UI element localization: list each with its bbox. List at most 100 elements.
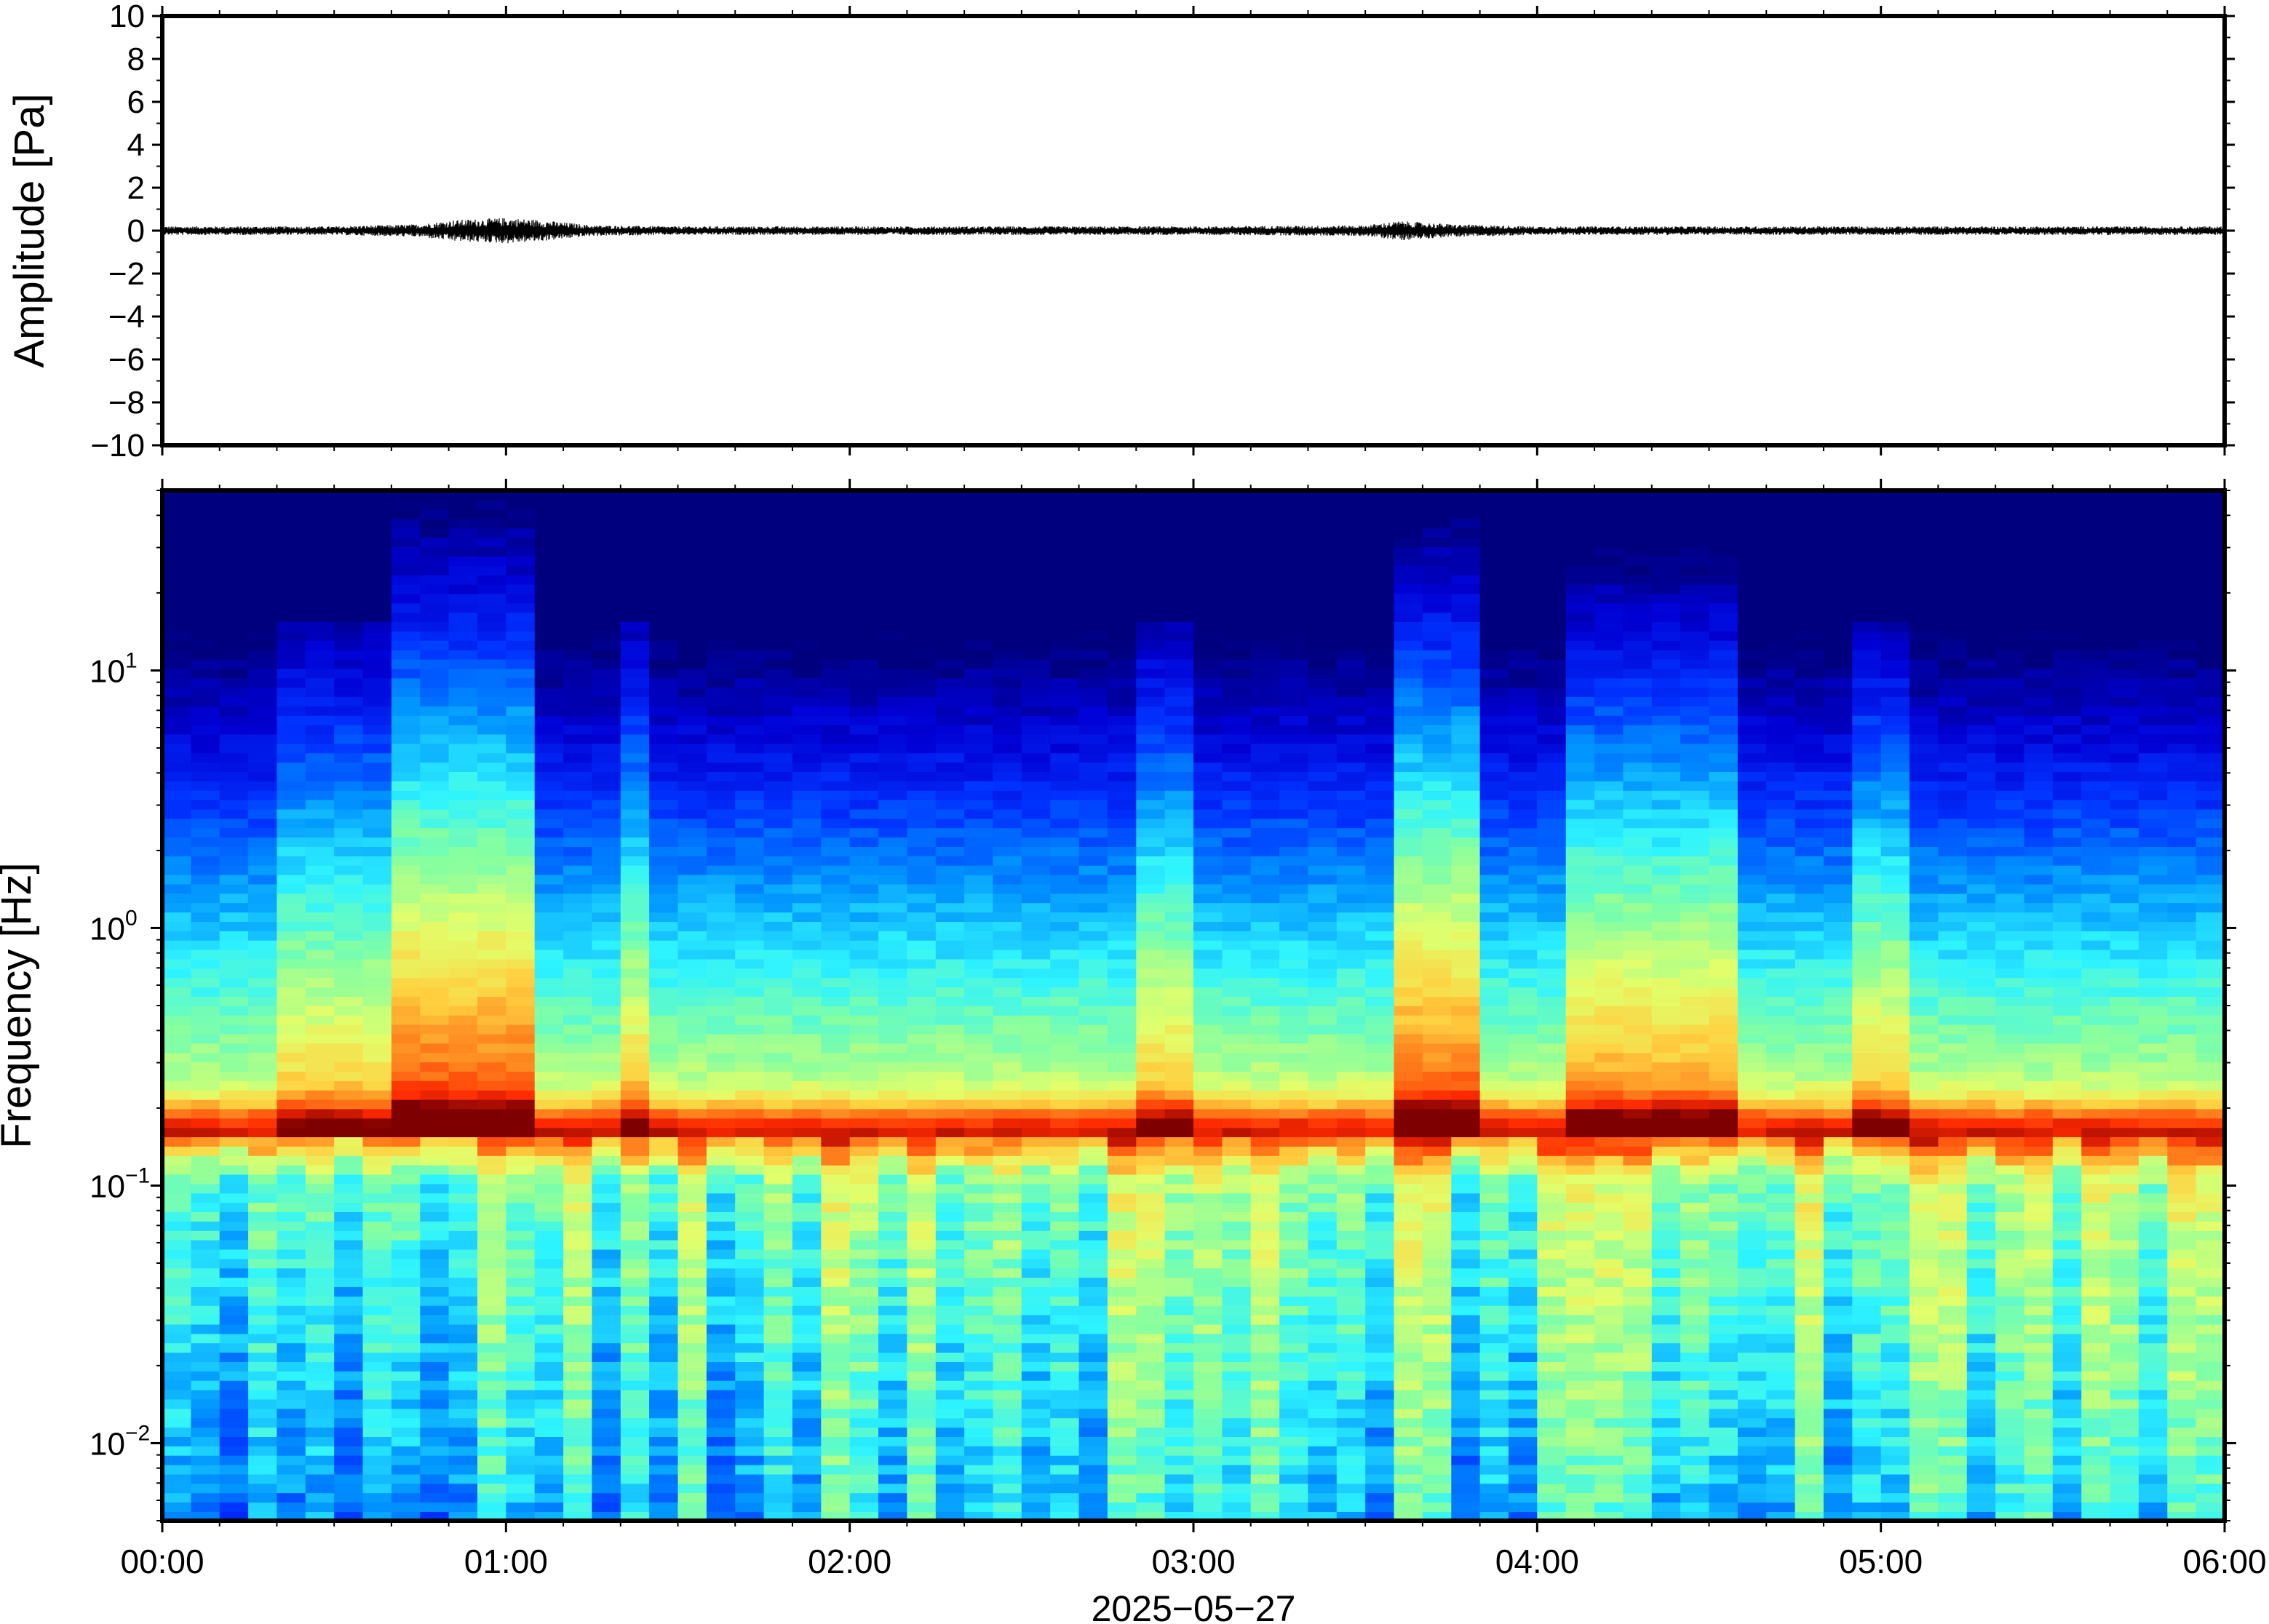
- spectrogram-cell: [1050, 771, 1080, 781]
- spectrogram-cell: [620, 752, 650, 763]
- spectrogram-cell: [821, 1502, 851, 1512]
- spectrogram-cell: [305, 631, 335, 641]
- spectrogram-cell: [1050, 706, 1080, 716]
- spectrogram-cell: [477, 752, 507, 763]
- spectrogram-cell: [420, 537, 450, 548]
- spectrogram-cell: [706, 1398, 736, 1409]
- spectrogram-cell: [763, 668, 793, 679]
- spectrogram-cell: [1078, 781, 1108, 791]
- spectrogram-cell: [706, 706, 736, 716]
- spectrogram-cell: [1365, 1155, 1395, 1166]
- spectrogram-cell: [1136, 1352, 1166, 1362]
- spectrogram-cell: [1394, 743, 1423, 754]
- spectrogram-cell: [735, 743, 765, 754]
- spectrogram-cell: [534, 1249, 564, 1259]
- spectrogram-cell: [1308, 1230, 1338, 1241]
- spectrogram-cell: [620, 1286, 650, 1297]
- spectrogram-cell: [1164, 1286, 1194, 1297]
- spectrogram-cell: [1279, 733, 1309, 744]
- spectrogram-cell: [277, 781, 306, 791]
- spectrogram-cell: [277, 968, 306, 979]
- spectrogram-cell: [219, 602, 249, 613]
- spectrogram-cell: [993, 668, 1022, 679]
- spectrogram-cell: [907, 977, 937, 988]
- spectrogram-cell: [563, 1371, 593, 1381]
- spectrogram-cell: [277, 1230, 306, 1241]
- spectrogram-cell: [1107, 1193, 1137, 1203]
- spectrogram-cell: [935, 1249, 965, 1259]
- spectrogram-cell: [993, 1277, 1022, 1287]
- spectrogram-cell: [277, 789, 306, 800]
- spectrogram-cell: [964, 912, 994, 922]
- spectrogram-cell: [849, 856, 879, 866]
- spectrogram-cell: [1222, 528, 1252, 538]
- spectrogram-cell: [1164, 837, 1194, 847]
- spectrogram-cell: [563, 996, 593, 1006]
- spectrogram-cell: [878, 1314, 908, 1325]
- spectrogram-cell: [878, 799, 908, 810]
- spectrogram-cell: [1078, 1361, 1108, 1372]
- spectrogram-cell: [1193, 1464, 1223, 1475]
- spectrogram-cell: [334, 1380, 364, 1390]
- spectrogram-cell: [1394, 1267, 1423, 1278]
- spectrogram-cell: [1365, 1389, 1395, 1400]
- spectrogram-cell: [1394, 1502, 1423, 1512]
- spectrogram-cell: [592, 1258, 621, 1269]
- spectrogram-cell: [964, 1511, 994, 1521]
- spectrogram-cell: [878, 1380, 908, 1390]
- spectrogram-cell: [735, 874, 765, 885]
- spectrogram-cell: [706, 1277, 736, 1287]
- spectrogram-cell: [162, 1389, 192, 1400]
- spectrogram-cell: [1193, 696, 1223, 706]
- spectrogram-cell: [391, 1062, 421, 1072]
- spectrogram-cell: [277, 977, 306, 988]
- spectrogram-cell: [1107, 1024, 1137, 1035]
- spectrogram-cell: [649, 921, 679, 931]
- spectrogram-cell: [448, 724, 478, 735]
- spectrogram-cell: [277, 1211, 306, 1222]
- spectrogram-cell: [706, 1389, 736, 1400]
- spectrogram-cell: [191, 1137, 220, 1147]
- spectrogram-cell: [792, 658, 822, 669]
- spectrogram-cell: [420, 509, 450, 520]
- spectrogram-cell: [219, 1389, 249, 1400]
- spectrogram-cell: [563, 977, 593, 988]
- spectrogram-cell: [1394, 827, 1423, 838]
- spectrogram-cell: [763, 931, 793, 941]
- spectrogram-cell: [592, 781, 621, 791]
- spectrogram-cell: [1193, 1127, 1223, 1137]
- spectrogram-cell: [592, 837, 621, 847]
- spectrogram-cell: [391, 1408, 421, 1419]
- spectrogram-cell: [620, 771, 650, 781]
- spectrogram-cell: [1308, 1099, 1338, 1110]
- spectrogram-cell: [993, 715, 1022, 725]
- spectrogram-cell: [1107, 1483, 1137, 1494]
- spectrogram-cell: [620, 856, 650, 866]
- spectrogram-cell: [1250, 1511, 1280, 1521]
- spectrogram-cell: [162, 640, 192, 650]
- spectrogram-cell: [792, 1492, 822, 1503]
- spectrogram-cell: [1336, 1127, 1366, 1137]
- spectrogram-cell: [849, 1473, 879, 1484]
- spectrogram-cell: [735, 687, 765, 697]
- spectrogram-cell: [1107, 1033, 1137, 1044]
- spectrogram-cell: [191, 1089, 220, 1100]
- spectrogram-cell: [849, 1342, 879, 1353]
- spectrogram-cell: [935, 1483, 965, 1494]
- spectrogram-cell: [849, 687, 879, 697]
- spectrogram-cell: [1250, 1174, 1280, 1185]
- spectrogram-cell: [248, 565, 278, 576]
- spectrogram-cell: [534, 1324, 564, 1334]
- spectrogram-cell: [248, 593, 278, 604]
- spectrogram-cell: [1136, 1361, 1166, 1372]
- spectrogram-cell: [162, 1230, 192, 1241]
- spectrogram-cell: [849, 1193, 879, 1203]
- spectrogram-cell: [420, 1483, 450, 1494]
- spectrogram-cell: [563, 939, 593, 950]
- spectrogram-cell: [620, 958, 650, 969]
- spectrogram-cell: [1136, 1314, 1166, 1325]
- spectrogram-cell: [1164, 602, 1194, 613]
- spectrogram-cell: [649, 556, 679, 566]
- spectrogram-cell: [821, 733, 851, 744]
- spectrogram-cell: [305, 1071, 335, 1081]
